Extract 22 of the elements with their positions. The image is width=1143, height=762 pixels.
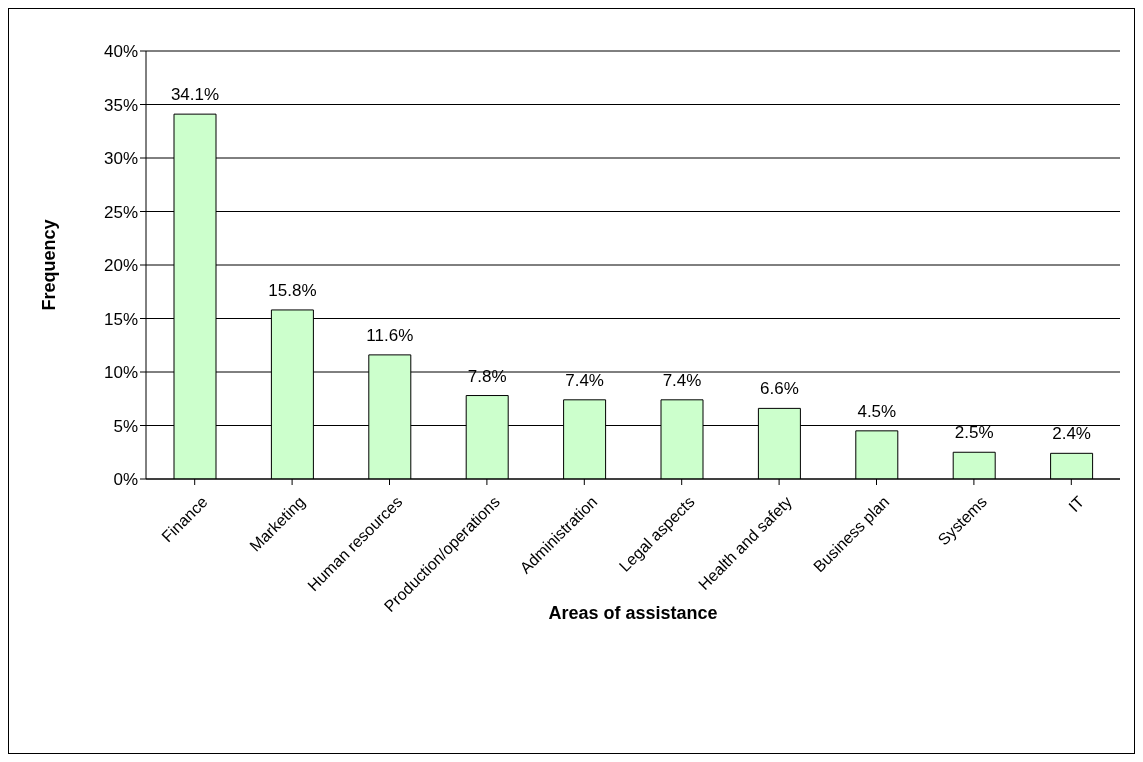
data-label: 4.5% (857, 401, 897, 421)
y-tick-label: 40% (103, 42, 138, 62)
y-axis-title: Frequency (39, 219, 60, 311)
data-label: 34.1% (170, 85, 220, 105)
y-tick-label: 10% (103, 363, 138, 383)
x-tick-label: IT (1065, 492, 1088, 516)
data-label: 2.5% (954, 423, 994, 443)
data-label: 7.8% (467, 366, 507, 386)
data-label: 2.4% (1052, 424, 1091, 444)
data-label: 7.4% (662, 370, 702, 390)
y-tick-label: 5% (113, 416, 138, 436)
data-label: 6.6% (760, 379, 799, 399)
y-tick-label: 20% (103, 256, 138, 276)
y-tick-label: 0% (113, 470, 138, 490)
y-tick-label: 35% (103, 95, 138, 115)
y-tick-label: 25% (103, 202, 138, 222)
data-label: 7.4% (565, 370, 604, 390)
x-axis-title: Areas of assistance (548, 603, 718, 623)
data-label: 15.8% (268, 280, 317, 300)
data-label: 11.6% (366, 325, 414, 345)
y-tick-label: 30% (103, 149, 138, 169)
y-tick-label: 15% (103, 309, 138, 329)
